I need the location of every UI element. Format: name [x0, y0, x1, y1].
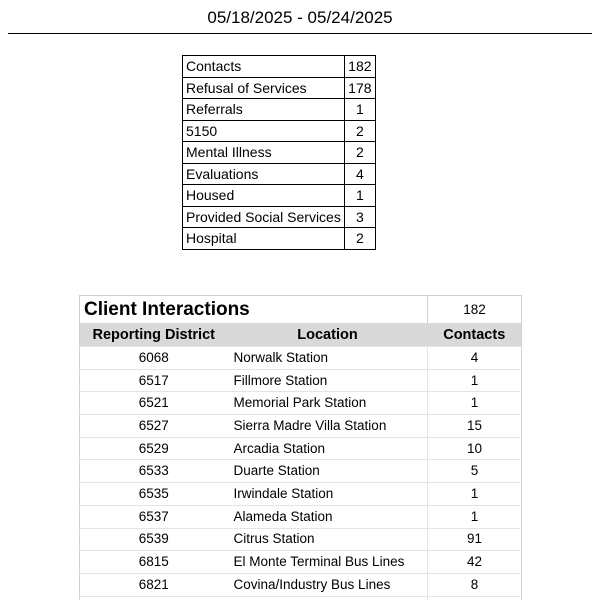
summary-value: 4 [343, 162, 376, 185]
contacts: 1 [427, 482, 522, 506]
summary-row: Hospital 2 [182, 227, 376, 250]
summary-label: Housed [182, 184, 345, 207]
summary-value: 2 [343, 227, 376, 250]
summary-label: Contacts [182, 55, 345, 78]
interaction-row: 6537 Alameda Station 1 [79, 505, 522, 529]
location: Norwalk Bus Lines [227, 596, 428, 600]
district: 6521 [79, 391, 228, 416]
summary-row: Refusal of Services 178 [182, 76, 376, 99]
summary-label: Provided Social Services [182, 205, 345, 228]
summary-value: 1 [343, 98, 376, 121]
location: Memorial Park Station [227, 391, 428, 416]
summary-value: 2 [343, 119, 376, 142]
location: Covina/Industry Bus Lines [227, 573, 428, 597]
location: Sierra Madre Villa Station [227, 414, 428, 438]
summary-value: 3 [343, 205, 376, 228]
summary-table: Contacts 182 Refusal of Services 178 Referra… [182, 55, 376, 250]
interactions-title: Client Interactions [84, 298, 250, 320]
summary-row: Evaluations 4 [182, 162, 376, 185]
contacts: 1 [427, 369, 522, 393]
interaction-row: 6068 Norwalk Station 4 [79, 346, 522, 370]
summary-value: 178 [343, 76, 376, 99]
title-rule [8, 33, 592, 34]
interaction-row: 6517 Fillmore Station 1 [79, 369, 522, 393]
district: 6529 [79, 437, 228, 461]
interaction-row: 6831Norwalk Bus Lines1 [79, 596, 522, 600]
location: Fillmore Station [227, 369, 428, 393]
summary-row: 5150 2 [182, 119, 376, 142]
location: Citrus Station [227, 528, 428, 552]
summary-value: 2 [343, 141, 376, 164]
district: 6527 [79, 414, 228, 438]
summary-label: 5150 [182, 119, 345, 142]
interaction-row: 6815 El Monte Terminal Bus Lines 42 [79, 550, 522, 574]
contacts: 1 [427, 391, 522, 416]
district: 6537 [79, 505, 228, 529]
contacts: 15 [427, 414, 522, 438]
district: 6068 [79, 346, 228, 370]
contacts: 4 [427, 346, 522, 370]
summary-label: Evaluations [182, 162, 345, 185]
column-header: Location [227, 323, 428, 347]
summary-label: Mental Illness [182, 141, 345, 164]
summary-row: Provided Social Services 3 [182, 205, 376, 228]
summary-row: Housed 1 [182, 184, 376, 207]
column-header: Contacts [427, 323, 522, 347]
interaction-row: 6533 Duarte Station 5 [79, 459, 522, 484]
interaction-row: 6535 Irwindale Station 1 [79, 482, 522, 506]
interaction-row: 6539 Citrus Station 91 [79, 528, 522, 552]
contacts: 5 [427, 459, 522, 484]
contacts: 8 [427, 573, 522, 597]
location: Alameda Station [227, 505, 428, 529]
summary-label: Hospital [182, 227, 345, 250]
district: 6539 [79, 528, 228, 552]
interaction-row: 6529 Arcadia Station 10 [79, 437, 522, 461]
contacts: 1 [427, 596, 522, 600]
district: 6815 [79, 550, 228, 574]
location: El Monte Terminal Bus Lines [227, 550, 428, 574]
location: Irwindale Station [227, 482, 428, 506]
location: Norwalk Station [227, 346, 428, 370]
date-range-title: 05/18/2025 - 05/24/2025 [207, 8, 393, 27]
summary-value: 182 [343, 55, 376, 78]
contacts: 10 [427, 437, 522, 461]
interaction-row: 6821 Covina/Industry Bus Lines 8 [79, 573, 522, 597]
summary-row: Contacts 182 [182, 55, 376, 78]
district: 6821 [79, 573, 228, 597]
column-header: Reporting District [79, 323, 228, 347]
summary-value: 1 [343, 184, 376, 207]
district: 6517 [79, 369, 228, 393]
interactions-table: Client Interactions 182 Reporting Distri… [79, 295, 522, 600]
interactions-total: 182 [427, 295, 522, 323]
contacts: 42 [427, 550, 522, 574]
district: 6535 [79, 482, 228, 506]
summary-row: Referrals 1 [182, 98, 376, 121]
interaction-row: 6521 Memorial Park Station 1 [79, 391, 522, 416]
interaction-row: 6527 Sierra Madre Villa Station 15 [79, 414, 522, 438]
summary-row: Mental Illness 2 [182, 141, 376, 164]
summary-label: Refusal of Services [182, 76, 345, 99]
contacts: 1 [427, 505, 522, 529]
contacts: 91 [427, 528, 522, 552]
district: 6533 [79, 459, 228, 484]
district: 6831 [79, 596, 228, 600]
summary-label: Referrals [182, 98, 345, 121]
location: Duarte Station [227, 459, 428, 484]
location: Arcadia Station [227, 437, 428, 461]
